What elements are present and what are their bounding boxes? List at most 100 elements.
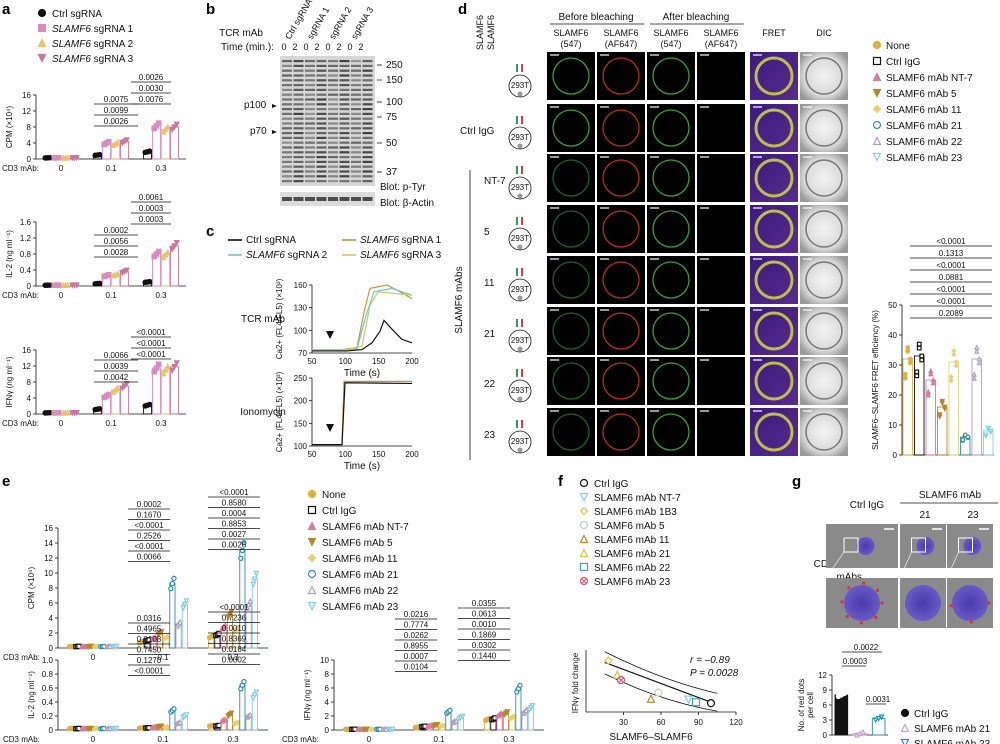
legend-label: SLAMF6 mAb 5 [322, 538, 393, 549]
blot-band [340, 122, 350, 124]
blot-band [363, 98, 373, 100]
panel-a-legend: Ctrl sgRNASLAMF6 sgRNA 1SLAMF6 sgRNA 2SL… [39, 9, 134, 65]
p-value: <0.0001 [136, 339, 166, 348]
red-dot [874, 616, 877, 619]
blot-band [340, 156, 350, 158]
legend-marker [874, 138, 881, 145]
micrograph-tile [647, 256, 695, 304]
legend-marker [39, 40, 46, 47]
blot-band [351, 156, 361, 158]
blot-band [363, 113, 373, 115]
y-tick-label: 10 [44, 569, 53, 578]
blot-band [363, 132, 373, 134]
blot-band [351, 127, 361, 129]
data-point [842, 692, 846, 696]
x-axis-label: CD3 mAb: [3, 653, 40, 662]
y-tick-label: 100 [294, 442, 308, 451]
data-point [172, 707, 176, 711]
blot-band [328, 98, 338, 100]
p-value: 0.0042 [104, 373, 129, 382]
blot-band [340, 146, 350, 148]
marker-square [57, 411, 61, 415]
marker-circle [172, 576, 176, 580]
receptor-glyph [516, 166, 518, 174]
tile-background [597, 52, 645, 100]
row-header: SLAMF6 [486, 15, 496, 50]
p-value: 0.0039 [104, 362, 129, 371]
data-point [903, 376, 907, 380]
legend-label: SLAMF6 sgRNA 3 [52, 54, 134, 65]
data-point [242, 680, 246, 684]
data-point [236, 720, 240, 724]
blot-band [340, 60, 350, 62]
marker-triangle [309, 523, 316, 530]
marker-triangle-down [581, 494, 588, 501]
red-dot [840, 600, 843, 603]
row-label: 21 [484, 329, 496, 340]
blot-band [294, 79, 304, 81]
zoomed-cell [905, 585, 941, 621]
blot-band [317, 70, 327, 72]
data-point [116, 386, 120, 390]
x-tick-label: 0 [91, 653, 96, 662]
blot-band [351, 170, 361, 172]
tile-background [647, 154, 695, 202]
blot-band [317, 60, 327, 62]
panel-label-g: g [792, 473, 801, 490]
marker-square [915, 370, 919, 374]
blot-band [340, 180, 350, 182]
time-value: 2 [336, 42, 341, 52]
blot-band [351, 161, 361, 163]
blot-band [351, 142, 361, 144]
bar [153, 368, 161, 414]
legend-marker [581, 536, 588, 543]
data-point [512, 714, 516, 718]
significance-top: 0.00260.00300.0076 [131, 73, 171, 104]
y-tick-label: 4 [49, 614, 54, 623]
marker-circle [169, 587, 173, 591]
p-value: 0.0022 [854, 643, 879, 652]
y-tick-label: 0 [893, 451, 898, 460]
blot-band [305, 166, 315, 168]
marker-square [107, 273, 111, 277]
cell-line-label: 293T [511, 336, 529, 345]
blot-band [317, 122, 327, 124]
blot-band [328, 161, 338, 163]
blot-band [340, 175, 350, 177]
micrograph-tile [750, 205, 798, 253]
band-arrow [272, 104, 277, 108]
blot-band [351, 94, 361, 96]
blot-band [282, 60, 292, 62]
blot-band [328, 127, 338, 129]
blot-band [351, 108, 361, 110]
row-label: NT-7 [484, 176, 506, 187]
y-tick-label: 20 [888, 391, 897, 400]
blot-band [363, 156, 373, 158]
blot-band [363, 122, 373, 124]
blot-band [328, 137, 338, 139]
p-value: <0.0001 [134, 521, 164, 530]
receptor-glyph [521, 420, 523, 428]
marker-circle [98, 152, 102, 156]
micrograph-tile [800, 357, 848, 405]
stimulus-arrow [326, 331, 334, 339]
tile-background [800, 357, 848, 405]
data-point [253, 577, 257, 581]
blot-band [351, 118, 361, 120]
blot-band [363, 127, 373, 129]
blot-band [328, 118, 338, 120]
marker-diamond [166, 725, 170, 729]
legend-marker [39, 55, 46, 62]
blot-band [317, 79, 327, 81]
micrograph-tile [800, 154, 848, 202]
time-label: Time (min.): [221, 42, 274, 53]
data-point [915, 370, 919, 374]
bar [162, 370, 170, 414]
marker-circle [961, 438, 965, 442]
blot-band [282, 146, 292, 148]
cell-schematic: 293T [509, 116, 531, 149]
y-tick-label: 1.6 [20, 218, 32, 227]
blot-band [294, 70, 304, 72]
stat-r: r = –0.89 [690, 655, 730, 666]
blot-band [363, 70, 373, 72]
